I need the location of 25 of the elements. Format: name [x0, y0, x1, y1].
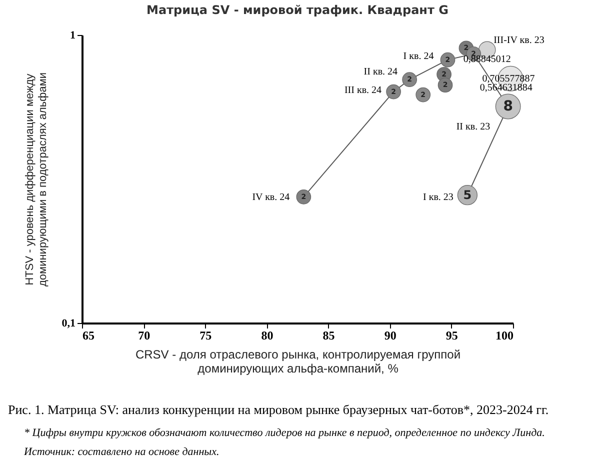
- y-axis-title: HTSV - уровень дифференциации между доминирующими в подотраслях альфами: [24, 72, 49, 287]
- x-tick-label: 85: [322, 328, 335, 342]
- y-tick-label: 0,1: [62, 318, 76, 330]
- x-tick-label: 95: [446, 328, 458, 342]
- text: Рис. 1. Матрица SV: анализ конкуренции на мировом рынке браузерных чат-ботов*, 2023-2024 гг.: [8, 402, 549, 417]
- x-tick-label: 65: [82, 328, 94, 342]
- annotation: IV кв. 24: [252, 192, 290, 203]
- x-tick-label: 75: [200, 328, 212, 342]
- x-axis-title: CRSV - доля отраслевого рынка, контролируемая группой доминирующих альфа-компаний, %: [135, 348, 461, 376]
- annotation: I кв. 24: [403, 50, 434, 62]
- x-tick-label: 100: [496, 328, 514, 342]
- text: Источник: составлено на основе данных.: [23, 446, 220, 458]
- annotation: II кв. 23: [456, 122, 490, 132]
- annotation: III-IV кв. 23: [494, 34, 544, 46]
- chart-title: Матрица SV - мировой трафик. Квадрант G: [146, 3, 448, 17]
- x-tick-label: 90: [384, 328, 396, 342]
- annotation: I кв. 23: [423, 192, 454, 204]
- annotation: II кв. 24: [364, 66, 398, 78]
- x-tick-label: 80: [261, 328, 274, 342]
- x-tick-label: 70: [138, 328, 150, 342]
- text: * Цифры внутри кружков обозначают количество лидеров на рынке в период, определенное по индексу Линда.: [24, 427, 545, 439]
- annotation: 8: [503, 98, 513, 114]
- annotation: 5: [463, 188, 472, 202]
- annotation: III кв. 24: [344, 84, 382, 96]
- y-tick-label: 1: [70, 30, 76, 42]
